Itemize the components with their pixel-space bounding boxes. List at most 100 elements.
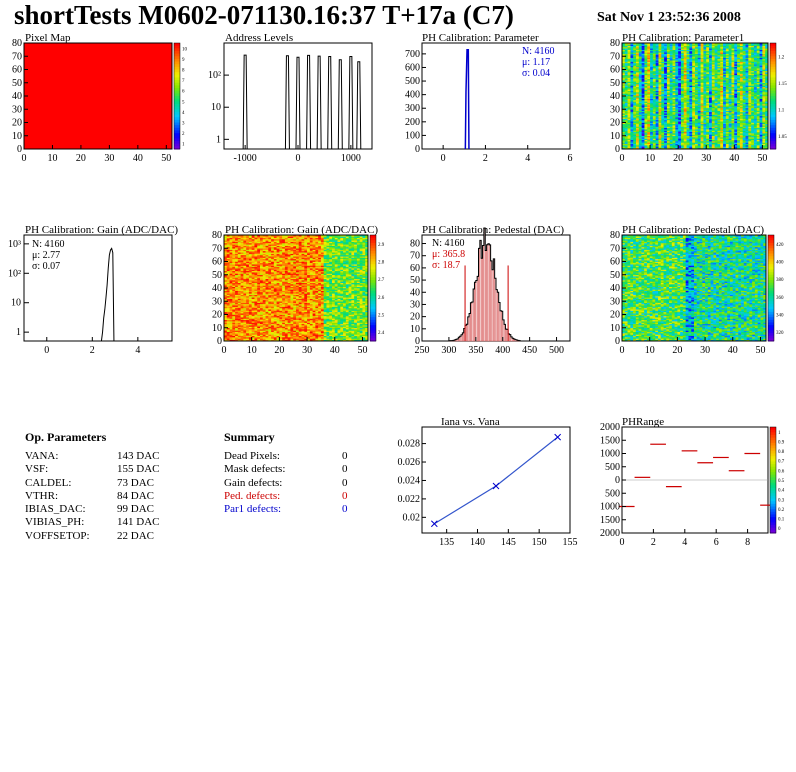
ph-parameter1-cell [633, 57, 637, 60]
ph-parameter1-cell [686, 107, 690, 110]
ph-parameter1-cell [633, 98, 637, 101]
ph-parameter1-cell [647, 105, 651, 107]
ph-parameter1-cell [638, 82, 642, 85]
ph-parameter1-cell [638, 62, 642, 65]
ph-parameter1-cell [669, 123, 673, 126]
ph-parameter1-cell [641, 147, 645, 150]
ph-parameter1-cell [630, 93, 634, 95]
ph-parameter1-cell [666, 72, 671, 74]
ph-parameter1-cell [638, 119, 642, 122]
ph-parameter1-cell [641, 137, 645, 139]
ph-parameter1-cell [647, 84, 651, 86]
ph-parameter1-cell [689, 58, 693, 61]
ph-parameter1-cell [630, 142, 634, 144]
ph-parameter1-cell [624, 88, 628, 90]
ph-parameter1-cell [630, 125, 634, 127]
ph-parameter1-cell [658, 92, 662, 94]
ph-parameter1-cell [686, 74, 690, 77]
ph-parameter1-cell [669, 46, 673, 49]
ph-parameter1-cell [636, 103, 640, 106]
ph-parameter1-cell [666, 43, 671, 45]
ph-parameter1-cell [664, 126, 668, 129]
ph-parameter1-cell [633, 110, 637, 113]
ph-parameter1-cell [692, 45, 696, 48]
ph-parameter1-cell [641, 48, 645, 50]
ph-parameter1-cell [683, 138, 687, 141]
ph-parameter1-cell [624, 147, 628, 150]
ph-parameter1-cell [683, 43, 687, 45]
ph-parameter1-cell [636, 102, 640, 105]
ph-parameter1-cell [678, 72, 682, 74]
ph-parameter1-cell [638, 76, 642, 78]
ph-parameter1-cell [658, 52, 662, 54]
ph-parameter1-cell [697, 88, 701, 90]
ph-parameter1-cell [658, 80, 662, 82]
ph-parameter1-cell [666, 139, 671, 142]
ph-parameter1-cell [672, 125, 676, 127]
ph-parameter1-cell [680, 57, 685, 60]
ph-parameter1-cell [638, 88, 642, 90]
ph-parameter1-cell [680, 89, 685, 91]
ph-parameter1-cell [697, 89, 701, 91]
ph-parameter1-cell [666, 133, 671, 135]
ph-parameter1-cell [680, 45, 685, 48]
ph-parameter1-cell [695, 57, 699, 60]
ph-parameter1-cell [622, 109, 626, 111]
ph-parameter1-cell [650, 101, 654, 103]
ph-parameter1-cell [678, 49, 682, 52]
ph-parameter1-y-tick-label: 50 [610, 78, 620, 89]
ph-parameter1-cell [680, 131, 685, 134]
ph-parameter1-cell [686, 54, 690, 57]
ph-parameter1-cell [652, 94, 656, 97]
ph-parameter1-cell [638, 130, 642, 133]
ph-parameter1-cell [658, 77, 662, 80]
ph-parameter1-cell [652, 130, 656, 133]
ph-parameter1-cell [622, 107, 626, 110]
ph-parameter1-cell [680, 43, 685, 45]
ph-parameter1-cell [636, 125, 640, 127]
ph-parameter1-cell [692, 121, 696, 123]
ph-parameter1-cell [672, 73, 676, 76]
ph-parameter1-cell [650, 89, 654, 91]
ph-parameter1-cell [655, 119, 659, 122]
ph-parameter1-cell [638, 125, 642, 127]
ph-parameter1-cell [686, 46, 690, 49]
ph-parameter1-cell [692, 126, 696, 129]
ph-parameter1-cell [638, 113, 642, 115]
ph-parameter1-cell [669, 50, 673, 53]
ph-parameter1-cell [672, 133, 676, 135]
ph-parameter1-cell [652, 118, 656, 121]
ph-parameter1-cell [675, 48, 679, 50]
ph-parameter1-cell [650, 117, 654, 119]
ph-parameter1-cell [695, 114, 699, 117]
ph-parameter1-cell [669, 92, 673, 94]
ph-parameter1-cell [680, 68, 685, 70]
ph-parameter1-cell [695, 43, 699, 45]
ph-parameter1-cell [692, 46, 696, 49]
ph-parameter1-cell [644, 89, 648, 91]
ph-parameter1-cell [678, 123, 682, 126]
ph-parameter1-cell [678, 106, 682, 109]
ph-parameter1-cell [650, 45, 654, 48]
ph-parameter1-cell [652, 126, 656, 129]
pixel-map-colorbar-cell [174, 69, 180, 73]
ph-parameter1-cell [638, 80, 642, 82]
ph-parameter1-cell [641, 73, 645, 76]
ph-parameter1-cell [672, 86, 676, 89]
ph-parameter1-cell [644, 119, 648, 122]
ph-parameter1-cell [627, 113, 631, 115]
ph-parameter1-cell [636, 97, 640, 99]
ph-parameter1-cell [666, 66, 671, 69]
ph-parameter1-cell [661, 76, 665, 78]
ph-parameter1-cell [624, 142, 628, 144]
ph-parameter1-cell [650, 93, 654, 95]
ph-parameter1-cell [669, 138, 673, 141]
address-levels-y-tick-label: 1 [216, 134, 221, 145]
ph-parameter1-cell [627, 96, 631, 98]
ph-parameter1-cell [680, 49, 685, 52]
ph-parameter1-cell [675, 89, 679, 91]
ph-parameter1-cell [650, 68, 654, 70]
ph-parameter1-cell [652, 56, 656, 58]
ph-parameter1-cell [652, 122, 656, 125]
ph-parameter1-cell [697, 133, 701, 135]
